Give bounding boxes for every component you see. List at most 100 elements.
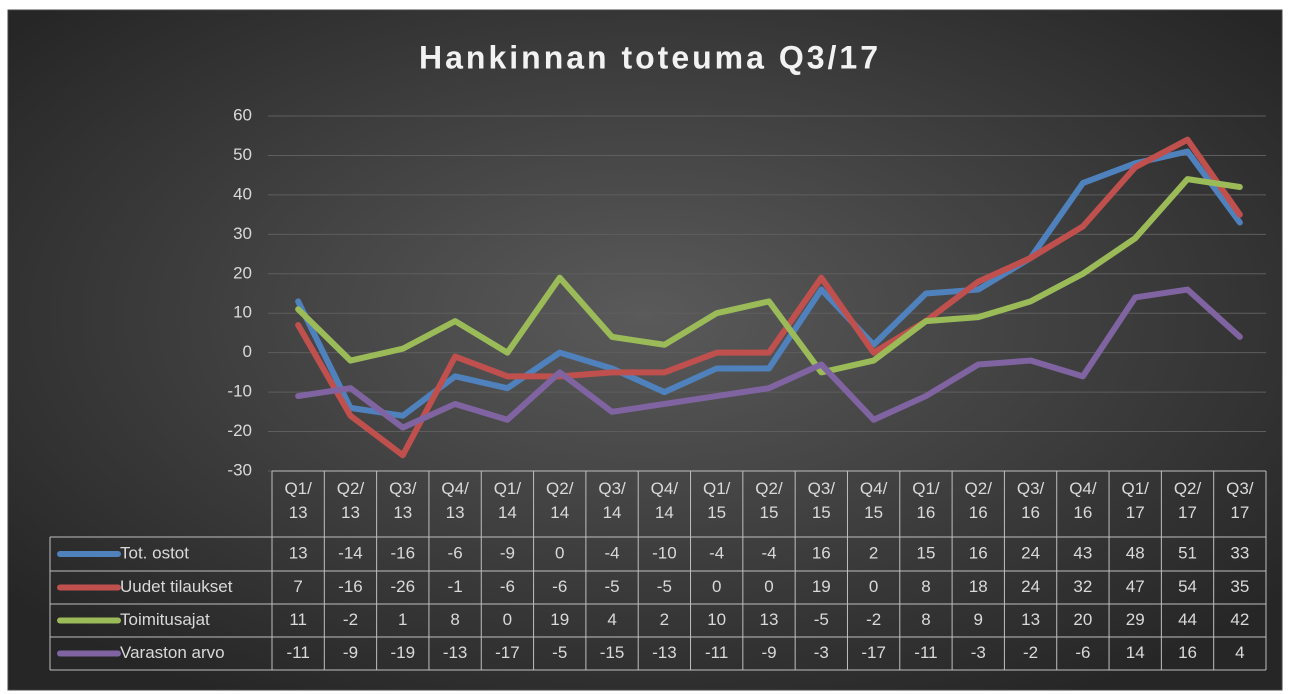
table-value: -5 xyxy=(604,577,619,596)
table-value: 8 xyxy=(450,610,459,629)
table-value: -16 xyxy=(391,543,416,562)
table-value: 43 xyxy=(1073,543,1092,562)
x-tick-label: Q2/15 xyxy=(755,479,783,522)
table-value: 51 xyxy=(1178,543,1197,562)
series-line xyxy=(295,286,1243,431)
table-value: -5 xyxy=(657,577,672,596)
table-value: 42 xyxy=(1230,610,1249,629)
table-value: 20 xyxy=(1073,610,1092,629)
table-value: 0 xyxy=(503,610,512,629)
x-tick-label: Q1/13 xyxy=(284,479,312,522)
table-value: -4 xyxy=(761,543,776,562)
table-value: -26 xyxy=(391,577,416,596)
x-tick-label: Q3/13 xyxy=(389,479,417,522)
series-line xyxy=(295,136,1243,459)
table-value: 7 xyxy=(293,577,302,596)
table-value: -9 xyxy=(761,643,776,662)
table-header-cell: Q2/14 xyxy=(546,479,573,522)
series-line xyxy=(295,148,1243,419)
legend-label: Toimitusajat xyxy=(120,610,210,629)
table-value: 15 xyxy=(916,543,935,562)
table-value: 9 xyxy=(974,610,983,629)
x-tick-label: Q1/16 xyxy=(912,479,940,522)
table-value: -13 xyxy=(443,643,468,662)
table-value: -6 xyxy=(448,543,463,562)
table-header-cell: Q4/13 xyxy=(441,479,468,522)
table-value: -15 xyxy=(600,643,625,662)
table-value: -11 xyxy=(705,643,728,662)
table-value: 47 xyxy=(1126,577,1145,596)
table-header-cell: Q1/13 xyxy=(284,479,312,522)
legend-label: Varaston arvo xyxy=(120,643,225,662)
table-value: -17 xyxy=(495,643,520,662)
legend-label: Uudet tilaukset xyxy=(120,577,233,596)
x-tick-label: Q4/15 xyxy=(859,479,888,522)
x-tick-label: Q2/16 xyxy=(964,479,992,522)
table-value: 0 xyxy=(555,543,564,562)
x-tick-label: Q4/14 xyxy=(650,479,679,522)
table-header-cell: Q1/17 xyxy=(1122,479,1149,522)
legend-label: Tot. ostot xyxy=(120,543,189,562)
table-value: -6 xyxy=(1075,643,1090,662)
table-value: -2 xyxy=(866,610,881,629)
table-value: 8 xyxy=(921,577,930,596)
table-header-cell: Q4/16 xyxy=(1069,479,1096,522)
table-value: 4 xyxy=(607,610,616,629)
table-value: 32 xyxy=(1073,577,1092,596)
table-header-cell: Q3/13 xyxy=(389,479,417,522)
x-tick-label: Q3/15 xyxy=(807,479,836,522)
table-value: -5 xyxy=(552,643,567,662)
table-value: 18 xyxy=(969,577,988,596)
table-value: -9 xyxy=(343,643,358,662)
table-header-cell: Q3/14 xyxy=(598,479,625,522)
y-tick-label: -30 xyxy=(227,460,252,479)
table-value: -17 xyxy=(861,643,886,662)
x-tick-label: Q1/15 xyxy=(702,479,731,522)
table-value: -2 xyxy=(343,610,358,629)
table-value: 54 xyxy=(1178,577,1197,596)
table-value: -10 xyxy=(652,543,677,562)
table-header-cell: Q2/15 xyxy=(755,479,783,522)
table-value: -13 xyxy=(652,643,677,662)
y-tick-label: 0 xyxy=(243,342,252,361)
y-tick-label: 60 xyxy=(233,105,252,124)
y-tick-label: 10 xyxy=(233,303,252,322)
table-value: 1 xyxy=(398,610,407,629)
table-value: 11 xyxy=(289,610,307,629)
table-value: 13 xyxy=(289,543,308,562)
table-value: 29 xyxy=(1126,610,1145,629)
table-header-cell: Q3/16 xyxy=(1016,479,1045,522)
table-value: 2 xyxy=(869,543,878,562)
table-value: -3 xyxy=(814,643,829,662)
table-value: 2 xyxy=(660,610,669,629)
table-value: 35 xyxy=(1230,577,1249,596)
table-value: 0 xyxy=(764,577,773,596)
table-value: 16 xyxy=(969,543,988,562)
table-header-cell: Q3/17 xyxy=(1226,479,1254,522)
y-tick-label: -10 xyxy=(227,382,252,401)
x-tick-label: Q3/16 xyxy=(1016,479,1045,522)
y-tick-label: 40 xyxy=(233,184,252,203)
table-value: -19 xyxy=(391,643,416,662)
table-header-cell: Q4/14 xyxy=(650,479,679,522)
x-tick-label: Q2/17 xyxy=(1173,479,1202,522)
table-value: 4 xyxy=(1235,643,1244,662)
table-value: -14 xyxy=(338,543,363,562)
table-value: 19 xyxy=(812,577,831,596)
table-value: 16 xyxy=(812,543,831,562)
table-value: 24 xyxy=(1021,543,1040,562)
table-value: -6 xyxy=(552,577,567,596)
table-value: -3 xyxy=(971,643,986,662)
table-value: -11 xyxy=(914,643,937,662)
table-value: 33 xyxy=(1230,543,1249,562)
y-tick-label: 20 xyxy=(233,263,252,282)
table-header-cell: Q1/16 xyxy=(912,479,940,522)
x-tick-label: Q2/13 xyxy=(336,479,365,522)
table-value: 8 xyxy=(921,610,930,629)
table-value: -4 xyxy=(709,543,724,562)
table-value: -9 xyxy=(500,543,515,562)
table-value: -2 xyxy=(1023,643,1038,662)
table-header-cell: Q2/13 xyxy=(336,479,365,522)
x-tick-label: Q3/17 xyxy=(1226,479,1254,522)
table-header-cell: Q1/15 xyxy=(702,479,731,522)
